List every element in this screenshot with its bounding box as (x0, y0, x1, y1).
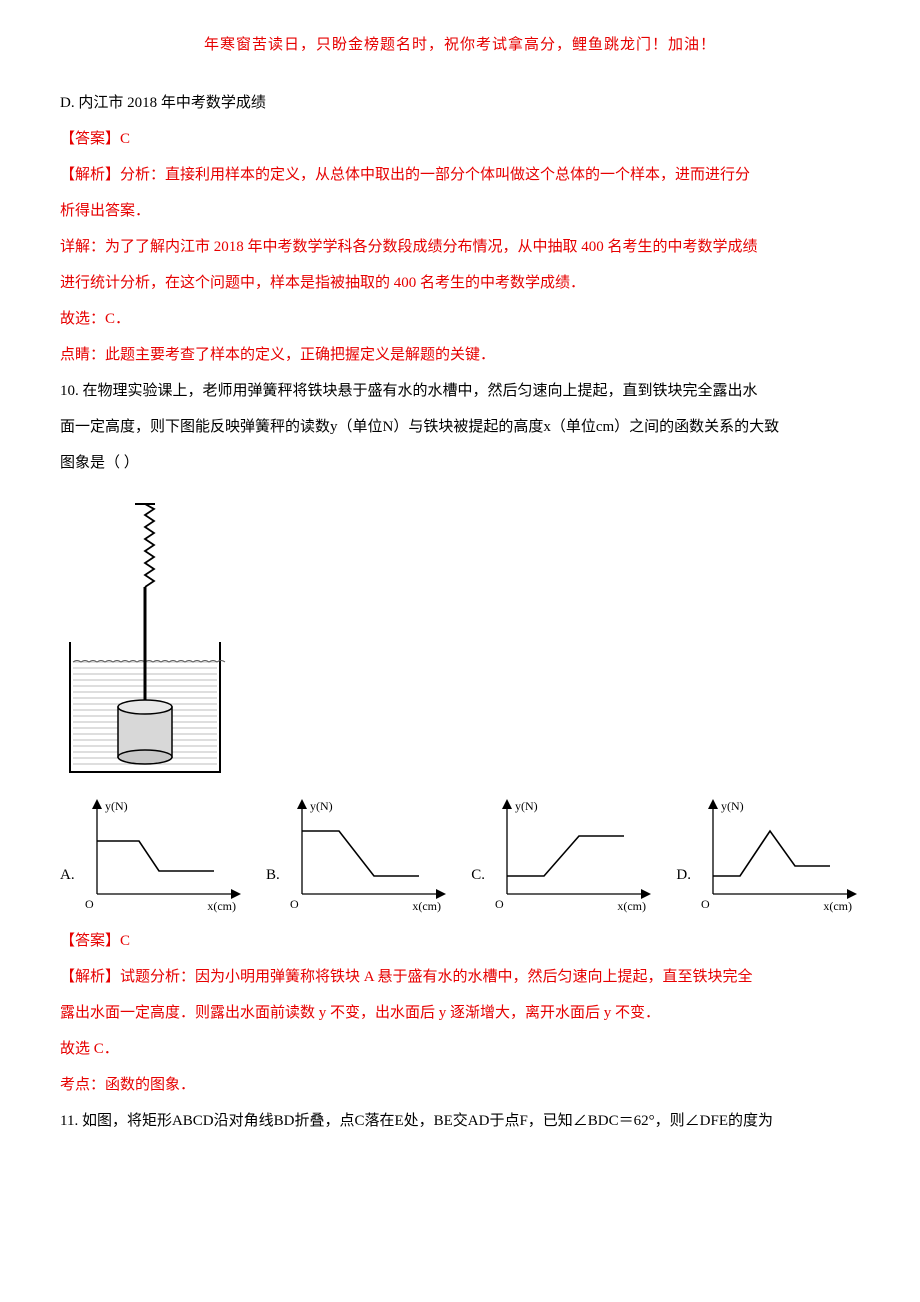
svg-text:x(cm): x(cm) (412, 899, 441, 913)
svg-text:y(N): y(N) (721, 799, 744, 813)
analysis-prefix: 【解析】 (60, 167, 120, 183)
q9-analysis-text1b: 析得出答案． (60, 196, 860, 226)
svg-text:O: O (290, 897, 299, 911)
motivational-header: 年寒窗苦读日，只盼金榜题名时，祝你考试拿高分，鲤鱼跳龙门！加油！ (60, 30, 860, 60)
q9-option-d: D. 内江市 2018 年中考数学成绩 (60, 88, 860, 118)
q10-options-row: A. y(N) x(cm) O B. y(N) x(cm) O C. y(N) x(cm)… (60, 796, 860, 916)
svg-text:y(N): y(N) (105, 799, 128, 813)
chart-b: y(N) x(cm) O (284, 796, 449, 916)
q10-analysis-text2: 露出水面一定高度．则露出水面前读数 y 不变，出水面后 y 逐渐增大，离开水面后… (60, 998, 860, 1028)
q10-option-a: A. y(N) x(cm) O (60, 796, 244, 916)
q9-answer: 【答案】C (60, 124, 860, 154)
q9-detail-2: 进行统计分析，在这个问题中，样本是指被抽取的 400 名考生的中考数学成绩． (60, 268, 860, 298)
svg-text:x(cm): x(cm) (823, 899, 852, 913)
chart-d: y(N) x(cm) O (695, 796, 860, 916)
svg-text:x(cm): x(cm) (617, 899, 646, 913)
q9-detail-1: 详解：为了了解内江市 2018 年中考数学学科各分数段成绩分布情况，从中抽取 4… (60, 232, 860, 262)
svg-text:y(N): y(N) (310, 799, 333, 813)
opt-c-label: C. (471, 860, 485, 890)
opt-a-label: A. (60, 860, 75, 890)
svg-text:y(N): y(N) (515, 799, 538, 813)
opt-b-label: B. (266, 860, 280, 890)
svg-text:x(cm): x(cm) (207, 899, 236, 913)
q9-analysis-line1: 【解析】分析：直接利用样本的定义，从总体中取出的一部分个体叫做这个总体的一个样本… (60, 160, 860, 190)
q10-analysis-line1: 【解析】试题分析：因为小明用弹簧称将铁块 A 悬于盛有水的水槽中，然后匀速向上提… (60, 962, 860, 992)
svg-text:O: O (85, 897, 94, 911)
q10-stem-1: 10. 在物理实验课上，老师用弹簧秤将铁块悬于盛有水的水槽中，然后匀速向上提起，… (60, 376, 860, 406)
apparatus-diagram (60, 492, 860, 782)
q9-analysis-text1a: 分析：直接利用样本的定义，从总体中取出的一部分个体叫做这个总体的一个样本，进而进… (120, 167, 750, 183)
q9-conclusion: 故选：C． (60, 304, 860, 334)
q10-option-b: B. y(N) x(cm) O (266, 796, 449, 916)
q10-stem-2: 面一定高度，则下图能反映弹簧秤的读数y（单位N）与铁块被提起的高度x（单位cm）… (60, 412, 860, 442)
q10-answer: 【答案】C (60, 926, 860, 956)
analysis-prefix-2: 【解析】 (60, 969, 120, 985)
q10-option-d: D. y(N) x(cm) O (676, 796, 860, 916)
q10-point: 考点：函数的图象． (60, 1070, 860, 1100)
q9-point: 点睛：此题主要考查了样本的定义，正确把握定义是解题的关键． (60, 340, 860, 370)
q11-stem: 11. 如图，将矩形ABCD沿对角线BD折叠，点C落在E处，BE交AD于点F，已… (60, 1106, 860, 1136)
svg-text:O: O (701, 897, 710, 911)
opt-d-label: D. (676, 860, 691, 890)
chart-c: y(N) x(cm) O (489, 796, 654, 916)
q10-conclusion: 故选 C． (60, 1034, 860, 1064)
chart-a: y(N) x(cm) O (79, 796, 244, 916)
q10-option-c: C. y(N) x(cm) O (471, 796, 654, 916)
svg-text:O: O (495, 897, 504, 911)
q10-analysis-text1: 试题分析：因为小明用弹簧称将铁块 A 悬于盛有水的水槽中，然后匀速向上提起，直至… (120, 969, 753, 985)
q10-stem-3: 图象是（ ） (60, 448, 860, 478)
